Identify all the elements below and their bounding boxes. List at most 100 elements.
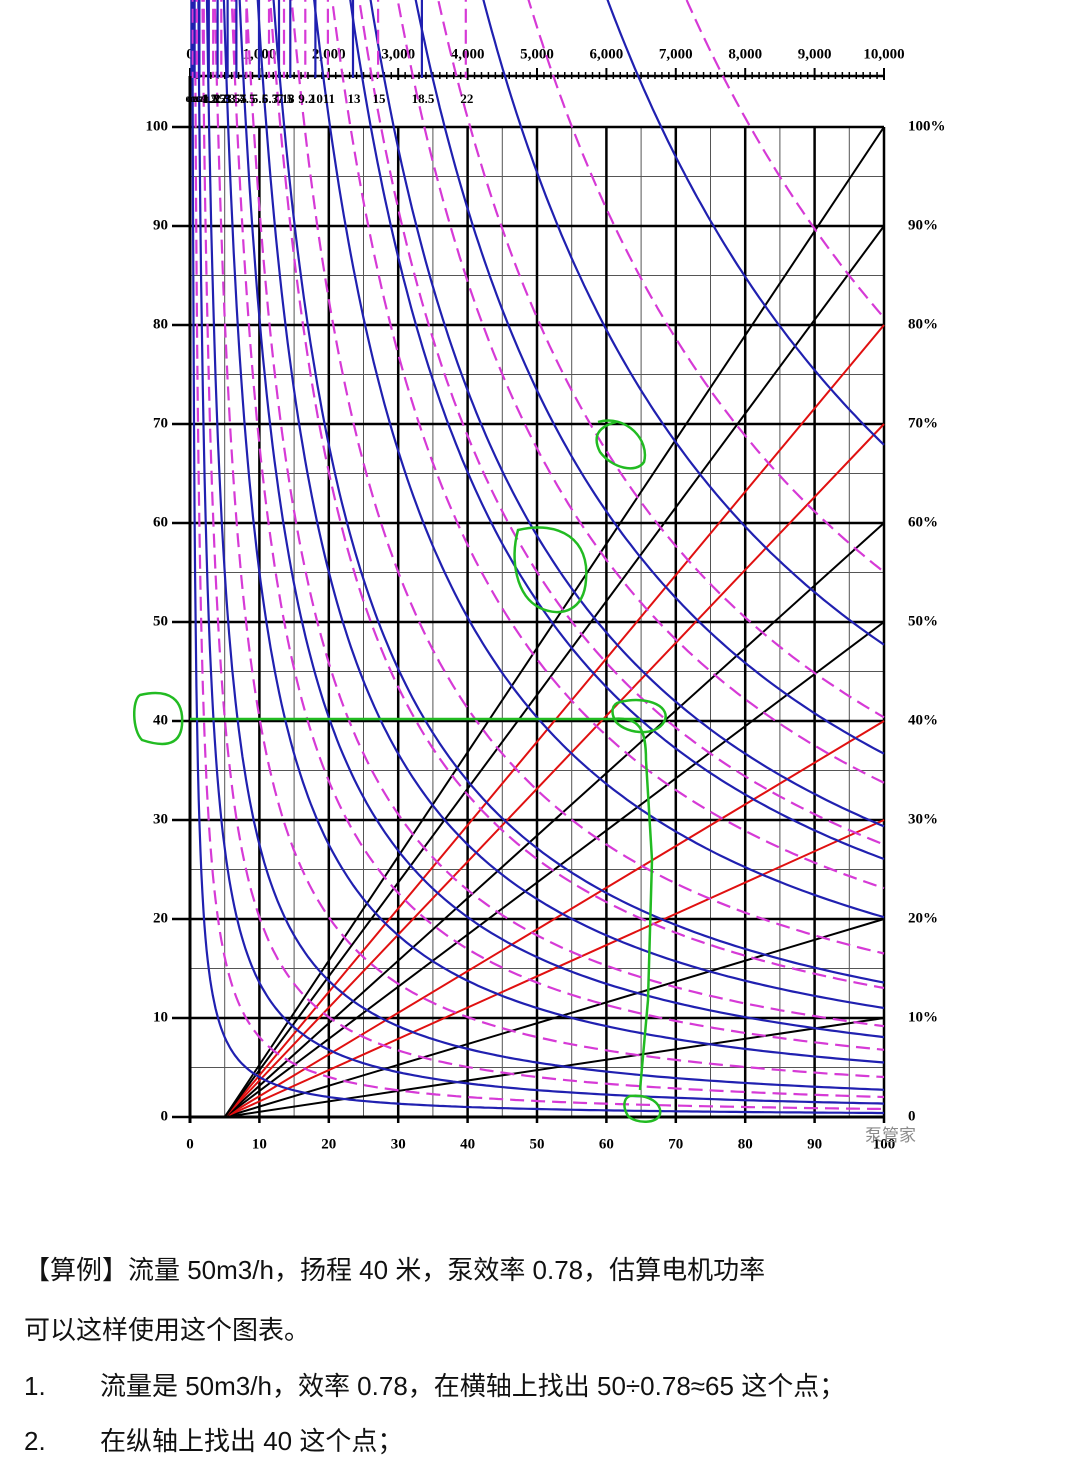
efficiency-line (223, 423, 885, 1118)
y-tick-label: 50 (153, 613, 168, 629)
efficiency-line (224, 918, 885, 1118)
power-curve (190, 0, 884, 1115)
chart: 0 10 20 30 40 50 60 70 80 90 100010203040506070809… (133, 0, 946, 1152)
curve-label: 9.2 (298, 91, 314, 106)
curve-label: 7.1 (272, 91, 288, 106)
y2-tick-label: 10% (908, 1009, 938, 1025)
y-tick-label: 0 (161, 1108, 169, 1124)
x2-tick-label: 5,000 (520, 46, 554, 62)
curve-label: 7.5 (277, 91, 294, 106)
curve-label: 0.11 (186, 95, 200, 104)
curve-label: 6.3 (262, 91, 279, 106)
power-curve (257, 0, 885, 919)
x2-tick-label: 7,000 (659, 46, 693, 62)
y2-tick-label: 30% (908, 811, 938, 827)
curve-label: 3.7 (229, 91, 246, 106)
x-tick-label: 90 (807, 1136, 822, 1152)
curve-label: 8 (288, 91, 295, 106)
power-curve (216, 0, 885, 1039)
x-tick-label: 10 (252, 1136, 267, 1152)
watermark: 泵管家 (865, 1126, 916, 1146)
power-curve (191, 0, 885, 1111)
curve-label: 3.55 (224, 91, 247, 106)
curve-label: 2.5 (214, 91, 231, 106)
y2-tick-label: 70% (908, 415, 938, 431)
intro: 可以这样使用这个图表。 (24, 1315, 311, 1345)
x2-tick-label: 6,000 (590, 46, 624, 62)
y2-tick-label: 90% (908, 217, 938, 233)
power-curve (267, 0, 885, 890)
efficiency-line (224, 522, 885, 1118)
curve-label: 1.5 (202, 91, 219, 106)
x-tick-label: 50 (530, 1136, 545, 1152)
efficiency-line (224, 1017, 885, 1118)
y2-tick-label: 20% (908, 910, 938, 926)
y-tick-label: 80 (153, 316, 168, 332)
y2-tick-label: 50% (908, 613, 938, 629)
power-curve (195, 0, 885, 1099)
power-curve (202, 0, 885, 1079)
y-tick-label: 60 (153, 514, 168, 530)
step: 1. 流量是 50m3/h，效率 0.78，在横轴上找出 50÷0.78≈65 这… (24, 1366, 845, 1403)
power-curve (220, 0, 885, 1028)
power-curve (235, 0, 885, 984)
y-tick-label: 90 (153, 217, 168, 233)
curve-label: 10 (310, 91, 323, 106)
efficiency-line (223, 126, 885, 1118)
power-curve (245, 0, 885, 955)
power-curve (212, 0, 885, 1051)
y2-tick-label: 0 (908, 1108, 916, 1124)
curve-label: 3 (225, 91, 232, 106)
x2-tick-label: 4,000 (451, 46, 485, 62)
x2-tick-label: 10,000 (863, 46, 904, 62)
curve-label: 1.85 (203, 91, 226, 106)
curve-label: 0.75 (193, 95, 207, 104)
example: 【算例】流量 50m3/h，扬程 40 米，泵效率 0.78，估算电机功率 (24, 1255, 766, 1285)
power-curve (226, 0, 885, 1010)
power-curve (464, 0, 885, 319)
curve-label: 15 (373, 91, 387, 106)
curve-label: 1.1 (200, 95, 210, 104)
efficiency-line (224, 819, 885, 1118)
y-tick-label: 10 (153, 1009, 168, 1025)
y2-tick-label: 60% (908, 514, 938, 530)
y-tick-label: 30 (153, 811, 168, 827)
y2-tick-label: 80% (908, 316, 938, 332)
x-tick-label: 100 (873, 1136, 896, 1152)
step-number: 2. (24, 1426, 46, 1456)
curve-label: 0.37 (189, 95, 203, 104)
x-tick-label: 80 (738, 1136, 753, 1152)
y2-tick-label: 100% (908, 118, 946, 134)
y-tick-label: 40 (153, 712, 168, 728)
curve-label: 13 (347, 91, 361, 106)
efficiency-line (224, 720, 885, 1118)
power-curve (277, 0, 885, 861)
efficiency-line (223, 225, 885, 1118)
curve-label: 0.22 (187, 95, 201, 104)
power-curve (207, 0, 885, 1064)
x2-tick-label: 0 (186, 46, 194, 62)
power-curve (351, 0, 885, 646)
curve-label: 2.2 (210, 91, 226, 106)
curve-label: 5.5 (252, 91, 269, 106)
step-text: 在纵轴上找出 40 这个点； (100, 1426, 404, 1456)
y-tick-label: 70 (153, 415, 168, 431)
curve-label: 11 (323, 91, 335, 106)
x2-tick-label: 8,000 (728, 46, 762, 62)
annotation (133, 419, 667, 1123)
x-tick-label: 20 (321, 1136, 336, 1152)
power-curve (193, 0, 885, 1105)
curve-label: 22 (460, 91, 473, 106)
y2-tick-label: 40% (908, 712, 938, 728)
efficiency-line (224, 621, 885, 1118)
power-curve (198, 0, 885, 1091)
power-curve (314, 0, 885, 755)
x-tick-label: 0 (186, 1136, 194, 1152)
power-curve (326, 0, 885, 719)
step-text: 流量是 50m3/h，效率 0.78，在横轴上找出 50÷0.78≈65 这个点… (100, 1371, 846, 1401)
x-tick-label: 60 (599, 1136, 614, 1152)
power-curve (233, 0, 885, 990)
y-tick-label: 20 (153, 910, 168, 926)
step: 2. 在纵轴上找出 40 这个点； (24, 1421, 403, 1458)
power-curve (377, 0, 885, 573)
